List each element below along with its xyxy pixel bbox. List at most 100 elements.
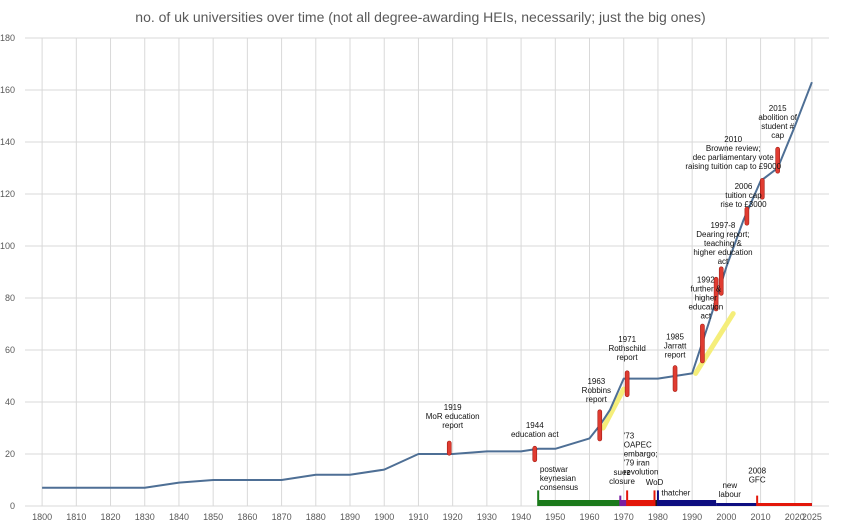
era-bar (757, 503, 812, 506)
annotation-label: postwar keynesian consensus (540, 465, 578, 492)
annotation-line: 1919 (444, 403, 462, 412)
x-tick-label: 1850 (203, 512, 223, 522)
annotation-label: 2015 abolition of student # cap (758, 104, 797, 140)
annotation-line: '79 iran (624, 458, 650, 467)
annotation-label: new labour (719, 481, 742, 499)
annotation-line: suez (614, 468, 631, 477)
annotation-line: postwar (540, 465, 568, 474)
annotation-line: dec parliamentary vote (693, 153, 774, 162)
x-tick-label: 1820 (101, 512, 121, 522)
x-tick-label: 1870 (272, 512, 292, 522)
x-tick-label: 1890 (340, 512, 360, 522)
event-marker (532, 445, 538, 463)
era-bar (654, 500, 658, 506)
annotation-line: 1971 (618, 335, 636, 344)
y-tick-label: 180 (0, 33, 15, 43)
annotation-label: 2008 GFC (748, 467, 766, 485)
annotation-label: 1944 education act (511, 421, 559, 439)
annotation-line: embargo; (624, 449, 658, 458)
annotation-line: higher (695, 293, 718, 302)
annotation-line: WoD (646, 478, 664, 487)
annotation-line: education act (511, 430, 559, 439)
annotation-line: 1985 (666, 333, 684, 342)
event-marker (744, 206, 750, 226)
annotation-line: higher education (693, 248, 752, 257)
annotation-label: '73 OAPEC embargo; '79 iran revolution (624, 431, 659, 476)
x-tick-label: 1880 (306, 512, 326, 522)
y-tick-label: 160 (0, 85, 15, 95)
y-tick-label: 120 (0, 189, 15, 199)
annotation-label: 1985 Jarratt report (664, 333, 687, 360)
highlight-stroke (693, 311, 736, 376)
y-tick-label: 80 (5, 293, 15, 303)
annotation-line: teaching & (704, 239, 742, 248)
era-bar (620, 500, 628, 506)
x-tick-label: 1860 (237, 512, 257, 522)
annotation-line: Dearing report; (696, 230, 749, 239)
y-tick-label: 140 (0, 137, 15, 147)
annotation-line: rise to £3000 (720, 200, 767, 209)
x-tick-label: 1960 (579, 512, 599, 522)
annotation-line: 1963 (587, 377, 605, 386)
x-tick-label: 1990 (682, 512, 702, 522)
x-tick-label: 2025 (802, 512, 822, 522)
annotation-line: Robbins (582, 386, 611, 395)
annotation-label: thatcher (661, 489, 690, 498)
annotation-line: report (442, 421, 464, 430)
annotation-line: '73 (624, 431, 635, 440)
annotation-label: 2006 tuition cap rise to £3000 (720, 182, 767, 209)
x-tick-label: 1810 (66, 512, 86, 522)
series-line (42, 81, 813, 489)
annotation-line: OAPEC (624, 440, 652, 449)
y-tick-label: 100 (0, 241, 15, 251)
annotation-line: 1997-8 (710, 221, 735, 230)
x-tick-label: 2000 (716, 512, 736, 522)
annotation-line: education (688, 302, 723, 311)
x-tick-label: 1920 (443, 512, 463, 522)
annotation-line: new (722, 481, 737, 490)
annotation-label: 1997-8 Dearing report; teaching & higher ed… (693, 221, 752, 266)
x-tick-label: 1900 (374, 512, 394, 522)
annotation-line: abolition of (758, 113, 797, 122)
annotation-label: suez closure (609, 468, 635, 486)
annotation-line: MoR education (426, 412, 480, 421)
annotation-label: 1963 Robbins report (582, 377, 611, 404)
annotation-line: raising tuition cap to £9000 (685, 162, 781, 171)
annotation-line: 2006 (735, 182, 753, 191)
x-tick-label: 1950 (545, 512, 565, 522)
annotation-label: 1919 MoR education report (426, 403, 480, 430)
era-bar (538, 500, 621, 506)
y-tick-label: 40 (5, 397, 15, 407)
annotation-line: further & (690, 284, 721, 293)
event-marker (700, 323, 705, 364)
x-tick-label: 1840 (169, 512, 189, 522)
annotation-line: 2015 (769, 104, 787, 113)
annotation-line: tuition cap (725, 191, 762, 200)
event-marker (597, 409, 603, 442)
annotation-line: 2010 (724, 135, 742, 144)
annotation-line: act (718, 257, 729, 266)
highlight-stroke (600, 386, 627, 431)
annotation-line: Jarratt (664, 342, 687, 351)
annotation-line: student # (761, 122, 794, 131)
annotation-line: Browne review; (706, 144, 761, 153)
annotation-line: consensus (540, 483, 578, 492)
event-marker (624, 370, 630, 398)
annotation-line: report (665, 351, 687, 360)
annotation-line: closure (609, 477, 635, 486)
y-tick-label: 60 (5, 345, 15, 355)
event-marker (718, 266, 724, 296)
annotation-line: 1944 (526, 421, 544, 430)
annotation-line: report (617, 353, 639, 362)
annotation-line: GFC (749, 476, 766, 485)
x-tick-label: 1800 (32, 512, 52, 522)
x-tick-label: 2020 (785, 512, 805, 522)
event-marker (759, 178, 765, 200)
annotation-line: labour (719, 490, 742, 499)
y-tick-label: 0 (10, 501, 15, 511)
event-marker (446, 440, 452, 456)
annotation-line: revolution (624, 467, 659, 476)
annotation-label: 2010 Browne review; dec parliamentary vote… (685, 135, 781, 171)
